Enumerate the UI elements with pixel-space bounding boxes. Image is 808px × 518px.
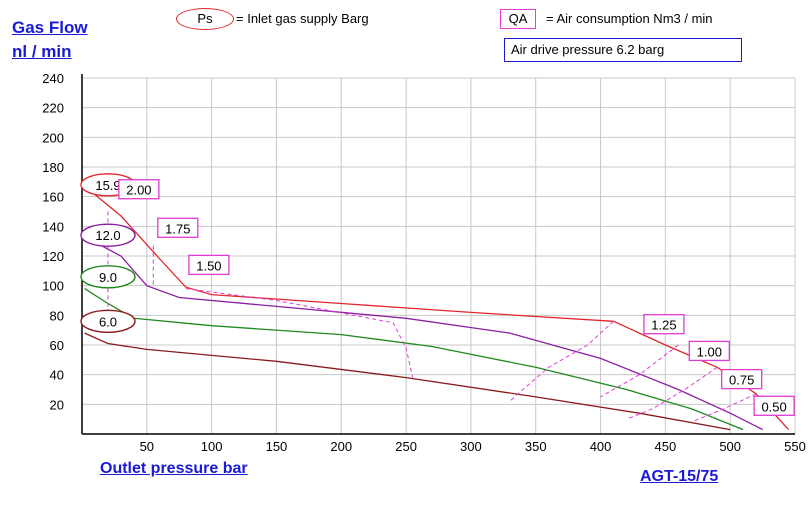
ps-oval-6.0	[80, 309, 136, 333]
ps-oval-9.0	[80, 265, 136, 289]
y-tick-label: 80	[50, 308, 64, 323]
qa-label-0.50: 0.50	[761, 399, 786, 414]
y-axis-title-line2: nl / min	[12, 42, 72, 61]
ps-oval-12.0	[80, 223, 136, 247]
qa-box-1.50	[188, 254, 230, 276]
y-tick-label: 120	[42, 249, 64, 264]
air-consumption-line-0.50	[691, 393, 757, 423]
model-label: AGT-15/75	[640, 468, 719, 485]
x-tick-label: 350	[525, 439, 547, 454]
air-consumption-line-1.25	[509, 320, 614, 402]
x-tick-label: 550	[784, 439, 806, 454]
qa-box-0.50	[753, 395, 795, 416]
x-tick-label: 400	[590, 439, 612, 454]
y-tick-label: 180	[42, 160, 64, 175]
x-tick-label: 150	[266, 439, 288, 454]
y-tick-label: 200	[42, 130, 64, 145]
qa-legend-text: = Air consumption Nm3 / min	[546, 11, 713, 26]
y-tick-label: 140	[42, 219, 64, 234]
x-tick-label: 50	[140, 439, 154, 454]
x-tick-label: 450	[655, 439, 677, 454]
x-axis-title: Outlet pressure bar	[100, 460, 248, 477]
qa-label-2.00: 2.00	[126, 183, 151, 198]
qa-box-2.00	[118, 179, 160, 200]
y-tick-label: 240	[42, 71, 64, 86]
x-tick-label: 100	[201, 439, 223, 454]
ps-label-12.0: 12.0	[95, 228, 120, 243]
y-tick-label: 100	[42, 279, 64, 294]
qa-label-0.75: 0.75	[729, 373, 754, 388]
qa-box-1.25	[643, 314, 685, 335]
series-line-12.0	[84, 236, 763, 431]
x-tick-label: 200	[330, 439, 352, 454]
y-tick-label: 160	[42, 190, 64, 205]
qa-legend-symbol: QA	[500, 9, 536, 29]
x-tick-label: 500	[719, 439, 741, 454]
qa-label-1.00: 1.00	[697, 344, 722, 359]
air-consumption-line-1.50	[185, 288, 414, 378]
y-tick-label: 220	[42, 101, 64, 116]
y-tick-label: 40	[50, 368, 64, 383]
ps-label-6.0: 6.0	[99, 314, 117, 329]
air-consumption-line-1.00	[600, 344, 679, 398]
x-tick-label: 250	[395, 439, 417, 454]
air-consumption-line-0.75	[626, 366, 718, 420]
qa-box-0.75	[721, 368, 763, 390]
series-line-6.0	[84, 332, 731, 431]
qa-label-1.50: 1.50	[196, 258, 221, 273]
series-line-9.0	[84, 288, 744, 431]
ps-label-15.9: 15.9	[95, 178, 120, 193]
drive-pressure-box: Air drive pressure 6.2 barg	[504, 38, 742, 62]
y-axis-title-line1: Gas Flow	[12, 18, 88, 37]
qa-box-1.75	[157, 217, 199, 238]
ps-label-9.0: 9.0	[99, 270, 117, 285]
y-tick-label: 60	[50, 338, 64, 353]
qa-box-1.00	[688, 340, 730, 362]
ps-legend-symbol: Ps	[176, 8, 234, 30]
ps-legend-text: = Inlet gas supply Barg	[236, 11, 369, 26]
qa-label-1.25: 1.25	[651, 318, 676, 333]
x-tick-label: 300	[460, 439, 482, 454]
y-tick-label: 20	[50, 397, 64, 412]
qa-label-1.75: 1.75	[165, 221, 190, 236]
